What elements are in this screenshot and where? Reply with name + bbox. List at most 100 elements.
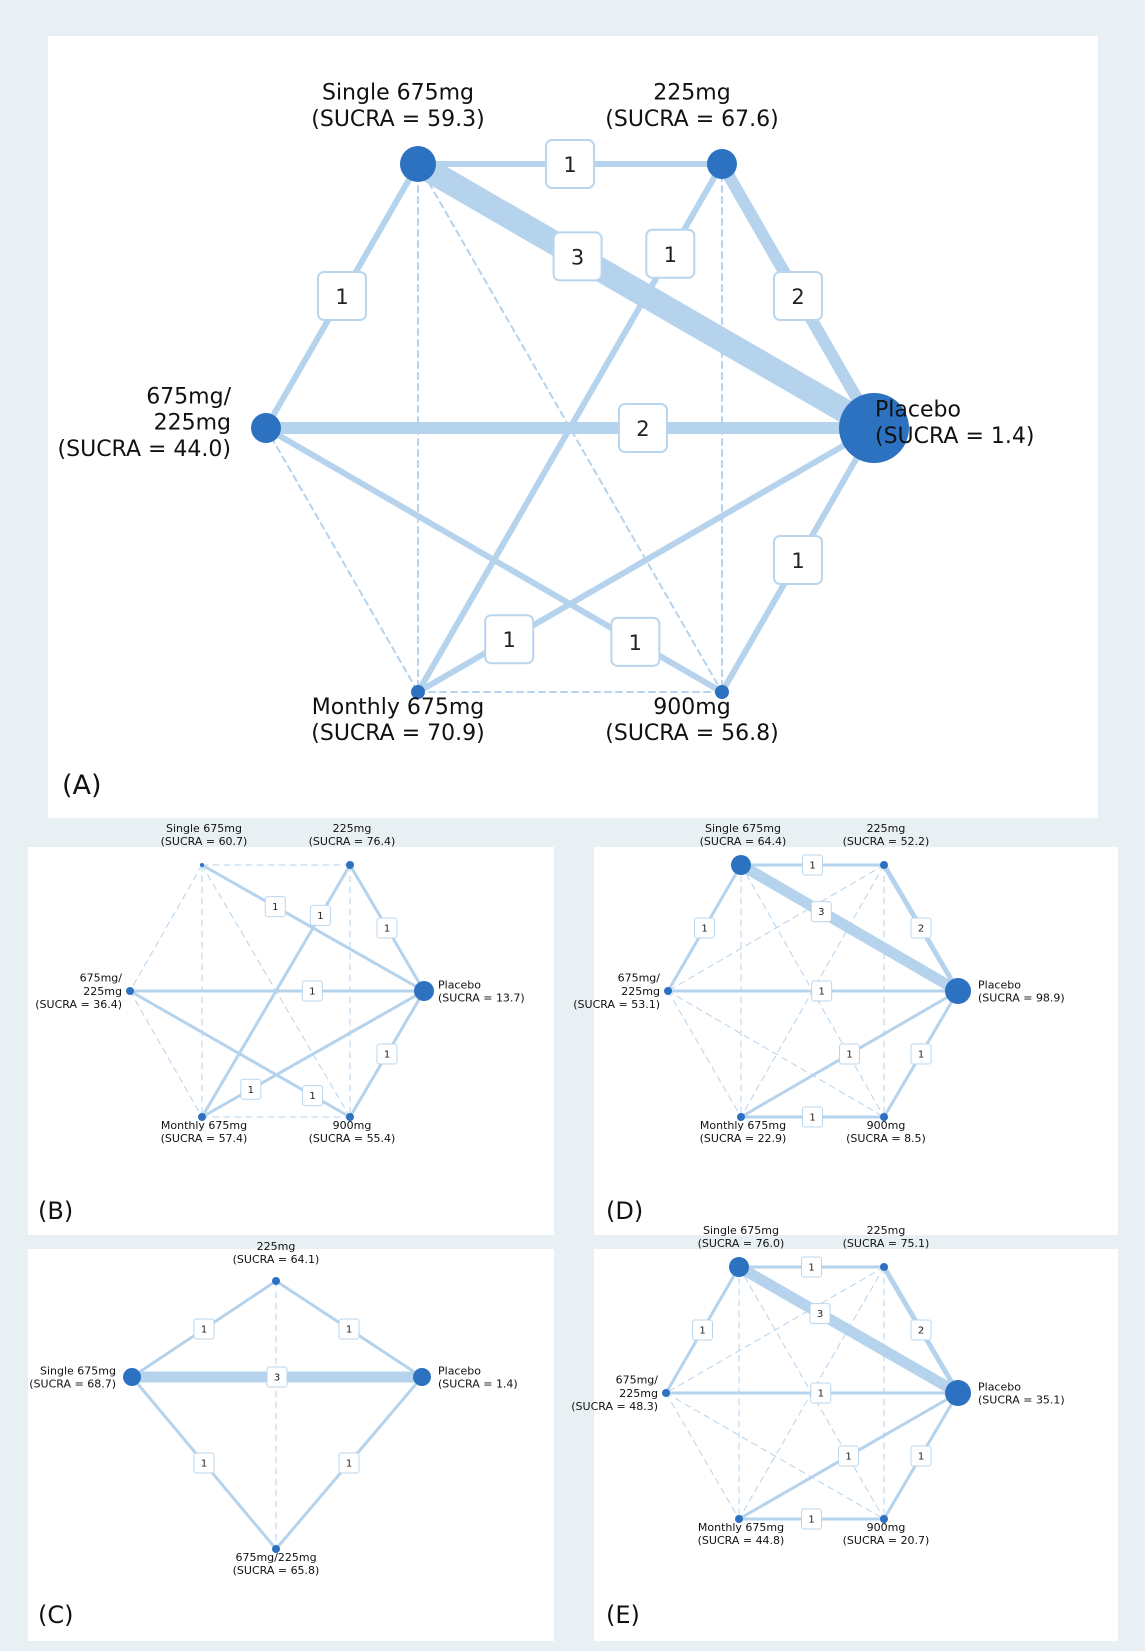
node-label-placebo: Placebo (SUCRA = 1.4) <box>875 398 1034 449</box>
direct-comparison-line <box>735 859 964 997</box>
node-monthly <box>737 1113 745 1121</box>
sucra-value: (SUCRA = 75.1) <box>843 1237 930 1250</box>
sucra-value: (SUCRA = 20.7) <box>843 1534 930 1547</box>
node-label-monthly: Monthly 675mg (SUCRA = 57.4) <box>161 1119 248 1145</box>
node-name: 675mg/ <box>80 972 123 985</box>
node-name: 225mg <box>83 985 122 998</box>
node-name: Placebo <box>438 978 481 991</box>
study-count-badge: 1 <box>910 1445 932 1467</box>
study-count: 3 <box>817 1309 823 1320</box>
sucra-value: (SUCRA = 35.1) <box>978 1393 1065 1406</box>
study-count: 1 <box>699 1326 705 1337</box>
panel-a: 1 3 1 2 1 2 1 1 1 Single 675mg (SUCRA = 59.3) 225mg… <box>48 36 1098 818</box>
sucra-value: (SUCRA = 70.9) <box>311 721 484 746</box>
node-label-m225: 225mg (SUCRA = 76.4) <box>309 822 396 848</box>
panel-label: (E) <box>606 1601 640 1629</box>
study-count-badge: 1 <box>811 980 833 1002</box>
study-count-badge: 1 <box>193 1318 215 1340</box>
study-count-badge: 3 <box>809 1303 831 1325</box>
node-combo <box>662 1389 670 1397</box>
labels-group: 225mg (SUCRA = 64.1) Single 675mg (SUCRA = … <box>29 1240 517 1577</box>
node-name: Placebo <box>978 978 1021 991</box>
direct-comparison-line <box>733 1261 964 1399</box>
node-name: Single 675mg <box>322 81 474 106</box>
study-count: 1 <box>918 1452 924 1463</box>
sucra-value: (SUCRA = 1.4) <box>875 424 1034 449</box>
panel-label: (D) <box>606 1197 644 1225</box>
study-count-badge: 1 <box>838 1445 859 1467</box>
study-count: 1 <box>309 987 315 998</box>
nodes-group <box>123 1277 431 1553</box>
study-count: 1 <box>819 987 825 998</box>
indirect-comparison-line <box>417 163 723 693</box>
sucra-value: (SUCRA = 22.9) <box>700 1132 787 1145</box>
node-monthly <box>198 1113 206 1121</box>
node-placebo <box>945 978 971 1004</box>
indirect-comparison-line <box>665 1392 740 1520</box>
node-label-combo: 675mg/225mg (SUCRA = 48.3) <box>571 1374 658 1413</box>
node-name: 675mg/ <box>616 1374 659 1387</box>
node-name: Placebo <box>438 1364 481 1377</box>
node-name: Monthly 675mg <box>700 1119 786 1132</box>
node-name: 900mg <box>867 1521 906 1534</box>
node-monthly <box>411 685 425 699</box>
node-label-m225: 225mg (SUCRA = 67.6) <box>605 81 778 132</box>
sucra-value: (SUCRA = 57.4) <box>161 1132 248 1145</box>
sucra-value: (SUCRA = 53.1) <box>573 998 660 1011</box>
node-label-placebo: Placebo (SUCRA = 13.7) <box>438 978 525 1004</box>
node-label-m225: 225mg (SUCRA = 64.1) <box>233 1240 320 1266</box>
node-label-m900: 900mg (SUCRA = 55.4) <box>309 1119 396 1145</box>
node-name: 225mg <box>867 1224 906 1237</box>
node-combo <box>126 987 134 995</box>
study-count-badge: 1 <box>376 917 398 939</box>
panel-label: (B) <box>38 1197 74 1225</box>
study-count-badge: 1 <box>264 896 286 918</box>
labels-group: Single 675mg (SUCRA = 59.3)225mg (SUCRA = … <box>58 81 1035 747</box>
study-count-badge: 1 <box>301 980 323 1002</box>
sucra-value: (SUCRA = 36.4) <box>35 998 122 1011</box>
study-count: 2 <box>918 1326 924 1337</box>
indirect-comparison-line <box>667 990 885 1118</box>
study-count-badge: 1 <box>309 904 331 926</box>
sucra-value: (SUCRA = 1.4) <box>438 1377 518 1390</box>
node-name: 225mg <box>653 81 730 106</box>
study-count: 1 <box>272 902 278 913</box>
node-m225 <box>707 149 737 179</box>
node-name: 900mg <box>333 1119 372 1132</box>
edges-group <box>126 1279 428 1551</box>
network-graph-a: 1 3 1 2 1 2 1 1 1 Single 675mg (SUCRA = 59.3) 225mg… <box>58 81 1035 747</box>
study-count-badge: 1 <box>545 139 595 189</box>
study-count-badge: 1 <box>484 614 535 665</box>
node-label-placebo: Placebo (SUCRA = 1.4) <box>438 1364 518 1390</box>
study-count: 1 <box>335 285 348 309</box>
indirect-comparison-line <box>667 864 885 992</box>
sucra-value: (SUCRA = 44.0) <box>58 437 231 462</box>
node-label-monthly: Monthly 675mg (SUCRA = 70.9) <box>311 695 484 746</box>
node-label-combo: 675mg/225mg (SUCRA = 44.0) <box>58 384 232 462</box>
labels-group: Single 675mg (SUCRA = 76.0)225mg (SUCRA = … <box>571 1224 1064 1547</box>
node-placebo <box>839 393 909 463</box>
node-placebo <box>414 981 434 1001</box>
node-label-m225: 225mg (SUCRA = 75.1) <box>843 1224 930 1250</box>
study-count-badge: 2 <box>773 271 823 321</box>
sucra-value: (SUCRA = 52.2) <box>843 835 930 848</box>
panel-c: 1 1 3 1 1 225mg (SUCRA = 64.1) Single 675mg (SUC… <box>28 1240 554 1641</box>
node-name: 225mg <box>333 822 372 835</box>
node-m900 <box>880 1113 888 1121</box>
nodes-group <box>664 855 971 1121</box>
node-m225 <box>346 861 354 869</box>
node-name: Single 675mg <box>705 822 781 835</box>
sucra-value: (SUCRA = 65.8) <box>233 1564 320 1577</box>
indirect-comparison-line <box>667 990 742 1118</box>
node-name: 225mg <box>619 1387 658 1400</box>
study-count: 3 <box>571 245 584 269</box>
study-count-badge: 1 <box>801 1508 822 1530</box>
panel-b: 1 1 1 1 1 1 1 Single 675mg (SUCRA = 60.7) 225mg (S… <box>28 822 554 1235</box>
sucra-value: (SUCRA = 13.7) <box>438 991 525 1004</box>
panel-label: (A) <box>62 770 102 801</box>
node-label-single: Single 675mg (SUCRA = 60.7) <box>161 822 248 848</box>
node-combo <box>251 413 281 443</box>
sucra-value: (SUCRA = 98.9) <box>978 991 1065 1004</box>
node-name: Single 675mg <box>40 1364 116 1377</box>
indirect-comparison-line <box>129 990 203 1118</box>
